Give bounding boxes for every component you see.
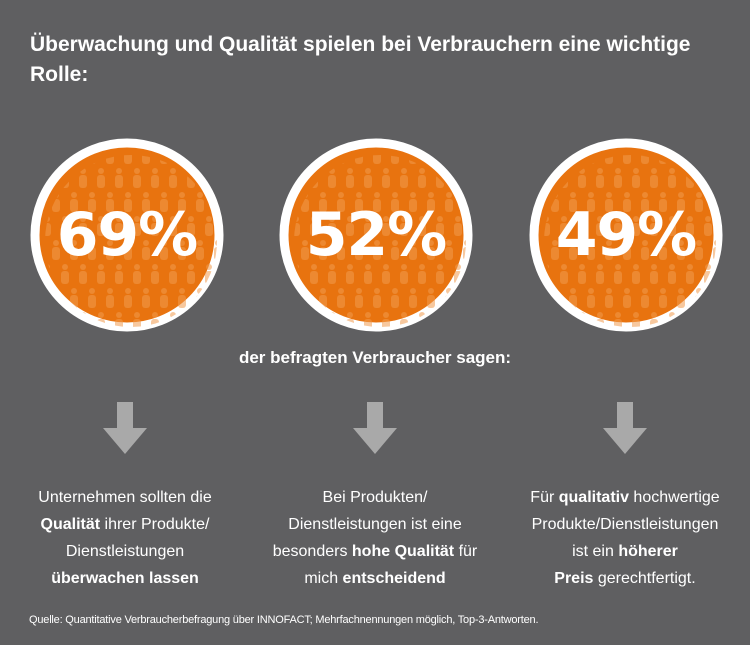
stat-circle-3: 49%: [529, 138, 723, 332]
stat-value: 49%: [555, 200, 698, 270]
statement-line: Unternehmen sollten die: [5, 484, 245, 511]
statement-emphasis: höherer: [618, 543, 678, 560]
people-pattern-icon: [30, 138, 224, 332]
statement-line: Für qualitativ hochwertige: [505, 484, 745, 511]
statement-text: mich: [304, 570, 343, 587]
arrow-down-icon: [103, 402, 147, 454]
statement-line: besonders hohe Qualität für: [255, 538, 495, 565]
statement-text: hochwertige: [628, 489, 720, 506]
statement-text: Für: [530, 489, 559, 506]
statement-emphasis: qualitativ: [558, 489, 629, 506]
people-pattern-icon: [279, 138, 473, 332]
statement-line: Preis gerechtfertigt.: [505, 565, 745, 592]
statement-line: ist ein höherer: [505, 538, 745, 565]
stat-circle-2: 52%: [279, 138, 473, 332]
page-title: Überwachung und Qualität spielen bei Ver…: [30, 33, 691, 86]
statement-3: Für qualitativ hochwertige Produkte/Diens…: [505, 484, 745, 592]
statement-1: Unternehmen sollten die Qualität ihrer Pr…: [5, 484, 245, 592]
statement-line: Qualität ihrer Produkte/: [5, 511, 245, 538]
statement-text: besonders: [272, 543, 352, 560]
statement-text: Dienstleistungen: [65, 543, 185, 560]
statement-text: gerechtfertigt.: [593, 570, 696, 587]
statement-emphasis: entscheidend: [342, 570, 446, 587]
statement-text: Bei Produkten/: [322, 489, 428, 506]
subtitle: der befragten Verbraucher sagen:: [238, 348, 512, 367]
statement-emphasis: Preis: [554, 570, 594, 587]
arrow-down-icon: [353, 402, 397, 454]
statement-text: ihrer Produkte/: [100, 516, 210, 533]
statement-text: Unternehmen sollten die: [38, 489, 212, 506]
statement-line: Dienstleistungen ist eine: [255, 511, 495, 538]
statement-line: überwachen lassen: [5, 565, 245, 592]
statement-line: mich entscheidend: [255, 565, 495, 592]
statement-emphasis: überwachen lassen: [51, 570, 199, 587]
statement-line: Dienstleistungen: [5, 538, 245, 565]
statement-text: für: [454, 543, 478, 560]
source-note: Quelle: Quantitative Verbraucherbefragun…: [29, 614, 539, 626]
statement-text: Dienstleistungen ist eine: [288, 516, 462, 533]
statement-emphasis: hohe Qualität: [351, 543, 455, 560]
arrow-down-icon: [603, 402, 647, 454]
stat-value: 69%: [56, 200, 199, 270]
statement-2: Bei Produkten/Dienstleistungen ist eine b…: [255, 484, 495, 592]
statement-line: Bei Produkten/: [255, 484, 495, 511]
statement-text: Produkte/Dienstleistungen: [531, 516, 719, 533]
stat-circle-1: 69%: [30, 138, 224, 332]
statement-emphasis: Qualität: [40, 516, 101, 533]
statement-line: Produkte/Dienstleistungen: [505, 511, 745, 538]
people-pattern-icon: [529, 138, 723, 332]
stat-value: 52%: [305, 200, 448, 270]
statement-text: ist ein: [572, 543, 619, 560]
